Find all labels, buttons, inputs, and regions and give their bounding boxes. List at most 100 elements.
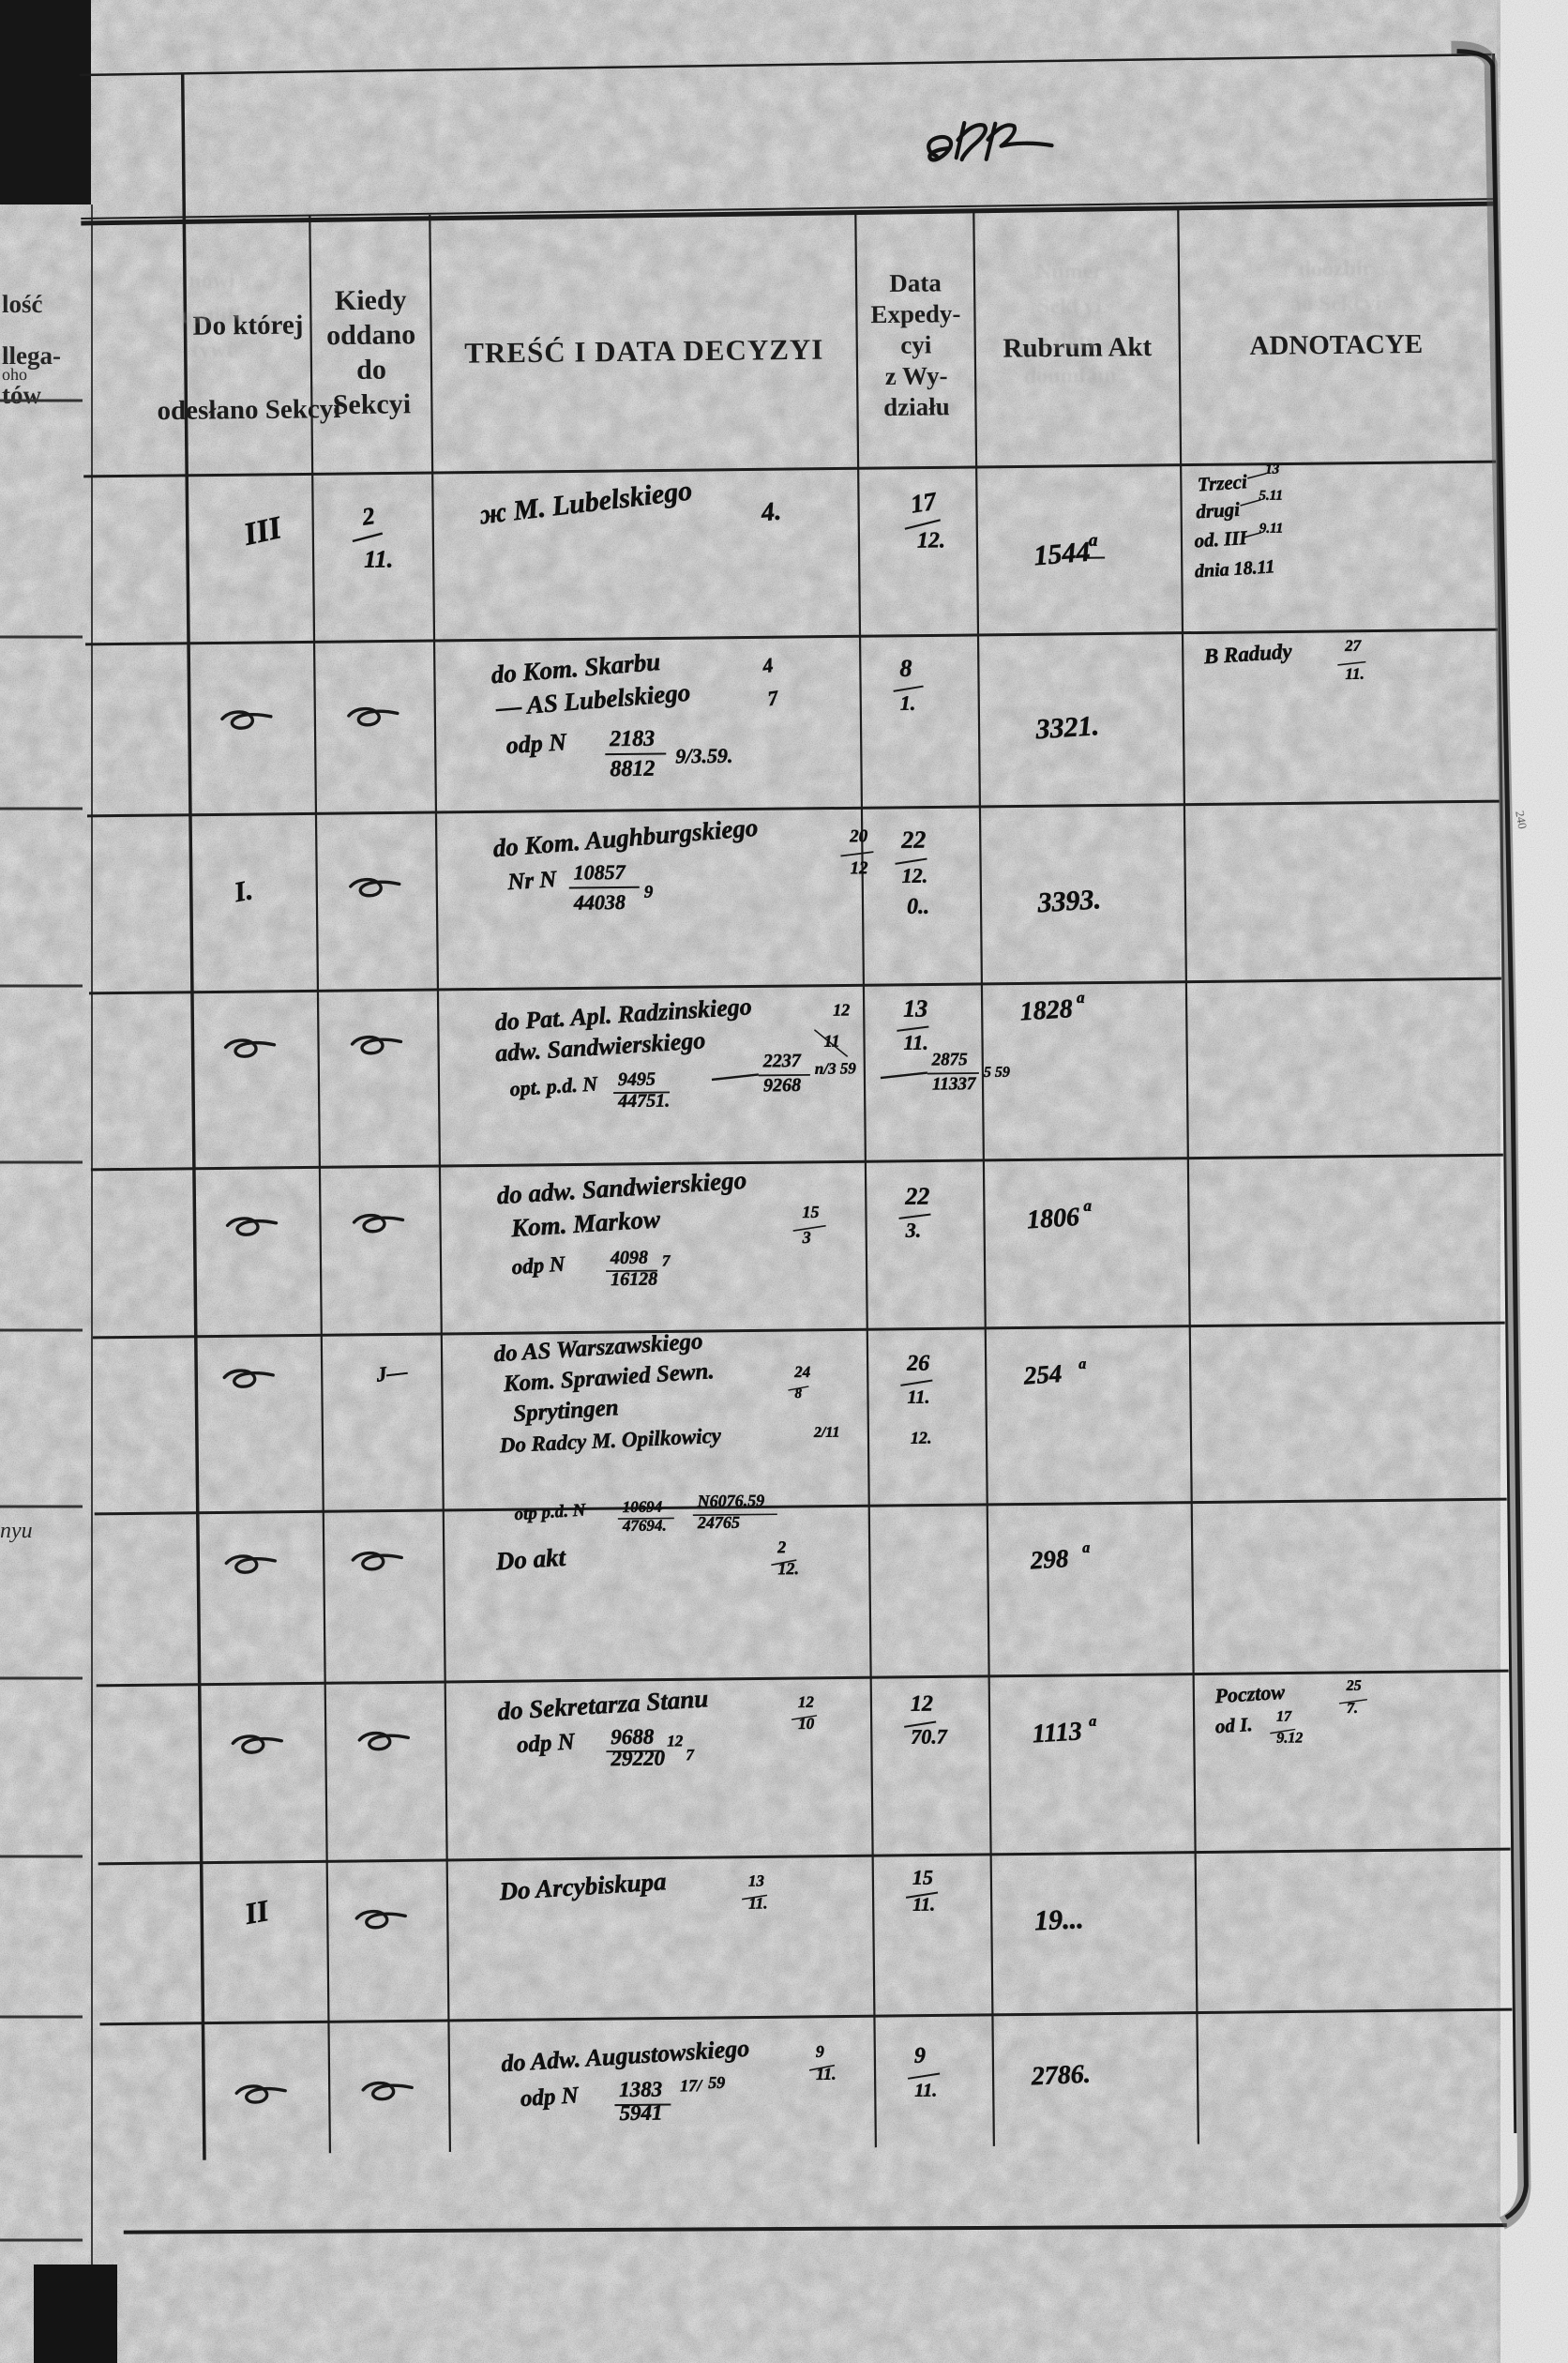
svg-text:25: 25 xyxy=(1346,1678,1362,1694)
svg-text:29220: 29220 xyxy=(610,1747,665,1771)
svg-text:11.: 11. xyxy=(816,2065,837,2083)
svg-text:2/11: 2/11 xyxy=(813,1425,840,1441)
svg-text:ADNOTACYE: ADNOTACYE xyxy=(1249,329,1423,361)
svg-text:uśuiiK: uśuiiK xyxy=(180,303,245,328)
svg-text:8812: 8812 xyxy=(610,757,655,782)
svg-text:11.: 11. xyxy=(914,2080,937,2100)
svg-text:lość: lość xyxy=(2,290,43,318)
svg-text:Numer: Numer xyxy=(1035,260,1104,285)
svg-text:10694: 10694 xyxy=(623,1498,663,1516)
svg-text:Seki yi: Seki yi xyxy=(1037,295,1102,320)
svg-text:24765: 24765 xyxy=(697,1513,740,1532)
svg-text:3: 3 xyxy=(802,1228,811,1247)
svg-text:odp N: odp N xyxy=(505,728,568,759)
svg-text:12: 12 xyxy=(911,1692,933,1717)
svg-text:9495: 9495 xyxy=(618,1069,656,1090)
svg-text:59: 59 xyxy=(708,2073,725,2092)
svg-text:4098: 4098 xyxy=(610,1248,648,1268)
svg-text:n/3 59: n/3 59 xyxy=(815,1059,857,1077)
svg-text:a: a xyxy=(1089,531,1098,551)
svg-text:a: a xyxy=(1082,1540,1090,1556)
svg-text:44751.: 44751. xyxy=(617,1090,670,1112)
svg-text:11.: 11. xyxy=(903,1031,928,1054)
svg-text:11.: 11. xyxy=(748,1894,768,1912)
svg-text:2: 2 xyxy=(776,1537,786,1556)
svg-text:12.: 12. xyxy=(777,1559,799,1578)
svg-text:Nr N: Nr N xyxy=(506,867,559,895)
svg-text:10857: 10857 xyxy=(574,860,626,885)
svg-text:a: a xyxy=(1083,1197,1092,1215)
svg-text:70.7: 70.7 xyxy=(911,1724,948,1748)
svg-text:odp N: odp N xyxy=(516,1729,576,1758)
svg-text:a: a xyxy=(1077,989,1085,1007)
svg-text:1828: 1828 xyxy=(1019,994,1074,1026)
svg-text:9: 9 xyxy=(914,2044,926,2068)
svg-text:1806: 1806 xyxy=(1026,1203,1080,1235)
svg-text:5941: 5941 xyxy=(619,2101,662,2125)
svg-text:działu: działu xyxy=(883,392,950,421)
svg-text:12: 12 xyxy=(667,1732,684,1750)
svg-text:11: 11 xyxy=(823,1032,839,1051)
svg-text:5.11: 5.11 xyxy=(1259,489,1283,504)
svg-text:z Wy-: z Wy- xyxy=(885,361,948,390)
svg-text:od. III: od. III xyxy=(1194,526,1248,553)
svg-text:1383: 1383 xyxy=(619,2078,662,2101)
svg-text:doozbir: doozbir xyxy=(1298,257,1372,282)
svg-text:254: 254 xyxy=(1022,1359,1063,1390)
svg-text:Pocztow: Pocztow xyxy=(1214,1680,1286,1708)
svg-text:11.: 11. xyxy=(1345,665,1364,683)
svg-text:12.: 12. xyxy=(911,1429,932,1447)
svg-text:15: 15 xyxy=(912,1866,933,1889)
svg-text:12: 12 xyxy=(798,1693,815,1711)
svg-text:12.: 12. xyxy=(902,864,928,887)
svg-text:9: 9 xyxy=(644,883,654,902)
svg-text:N6076.59: N6076.59 xyxy=(697,1491,765,1510)
svg-text:3.: 3. xyxy=(905,1219,922,1242)
svg-text:odesłano Sekcyi: odesłano Sekcyi xyxy=(157,394,340,426)
svg-text:13: 13 xyxy=(1265,462,1280,477)
svg-text:2786.: 2786. xyxy=(1030,2060,1091,2092)
svg-text:9: 9 xyxy=(816,2042,824,2061)
svg-text:17: 17 xyxy=(1276,1709,1292,1725)
svg-text:11.: 11. xyxy=(364,545,393,572)
svg-text:26: 26 xyxy=(906,1352,929,1376)
svg-text:uowi: uowi xyxy=(188,268,235,294)
svg-text:9.12: 9.12 xyxy=(1276,1730,1303,1746)
svg-text:drugi: drugi xyxy=(1196,498,1241,523)
svg-text:nyu: nyu xyxy=(0,1519,33,1543)
svg-text:8: 8 xyxy=(899,655,912,682)
svg-text:cyi: cyi xyxy=(900,330,932,358)
svg-text:19...: 19... xyxy=(1033,1903,1084,1936)
svg-text:i daty: i daty xyxy=(1043,329,1097,355)
svg-text:5 59: 5 59 xyxy=(984,1065,1010,1081)
svg-text:doumfam: doumfam xyxy=(1024,363,1117,388)
svg-text:Kiedy: Kiedy xyxy=(335,284,407,316)
svg-text:a: a xyxy=(1078,1356,1086,1372)
svg-text:1113: 1113 xyxy=(1032,1717,1083,1749)
svg-text:3393.: 3393. xyxy=(1035,884,1101,918)
svg-text:22: 22 xyxy=(904,1183,929,1210)
svg-text:9/3.59.: 9/3.59. xyxy=(675,744,732,768)
svg-text:do: do xyxy=(356,355,386,386)
svg-text:12: 12 xyxy=(833,1000,850,1019)
svg-text:10: 10 xyxy=(798,1715,815,1733)
svg-text:7.: 7. xyxy=(1347,1701,1358,1717)
svg-text:2875: 2875 xyxy=(931,1050,969,1069)
svg-text:47694.: 47694. xyxy=(622,1516,667,1534)
svg-text:Do akt: Do akt xyxy=(494,1543,567,1576)
svg-text:tywt: tywt xyxy=(191,338,234,362)
svg-text:od I.: od I. xyxy=(1214,1713,1253,1737)
svg-text:1544: 1544 xyxy=(1033,537,1091,572)
svg-text:12.: 12. xyxy=(917,528,945,553)
svg-text:ao Sekcyi: ao Sekcyi xyxy=(1290,291,1381,316)
svg-text:odp N: odp N xyxy=(520,2083,580,2112)
svg-text:27: 27 xyxy=(1344,637,1363,655)
svg-text:22: 22 xyxy=(900,826,926,854)
svg-text:Expedy-: Expedy- xyxy=(870,299,960,328)
svg-text:4.: 4. xyxy=(759,496,782,527)
svg-text:15: 15 xyxy=(802,1203,819,1221)
svg-text:tów: tów xyxy=(2,381,41,409)
svg-text:13: 13 xyxy=(903,995,927,1022)
svg-text:2237: 2237 xyxy=(762,1051,802,1071)
svg-text:Data: Data xyxy=(889,268,942,297)
